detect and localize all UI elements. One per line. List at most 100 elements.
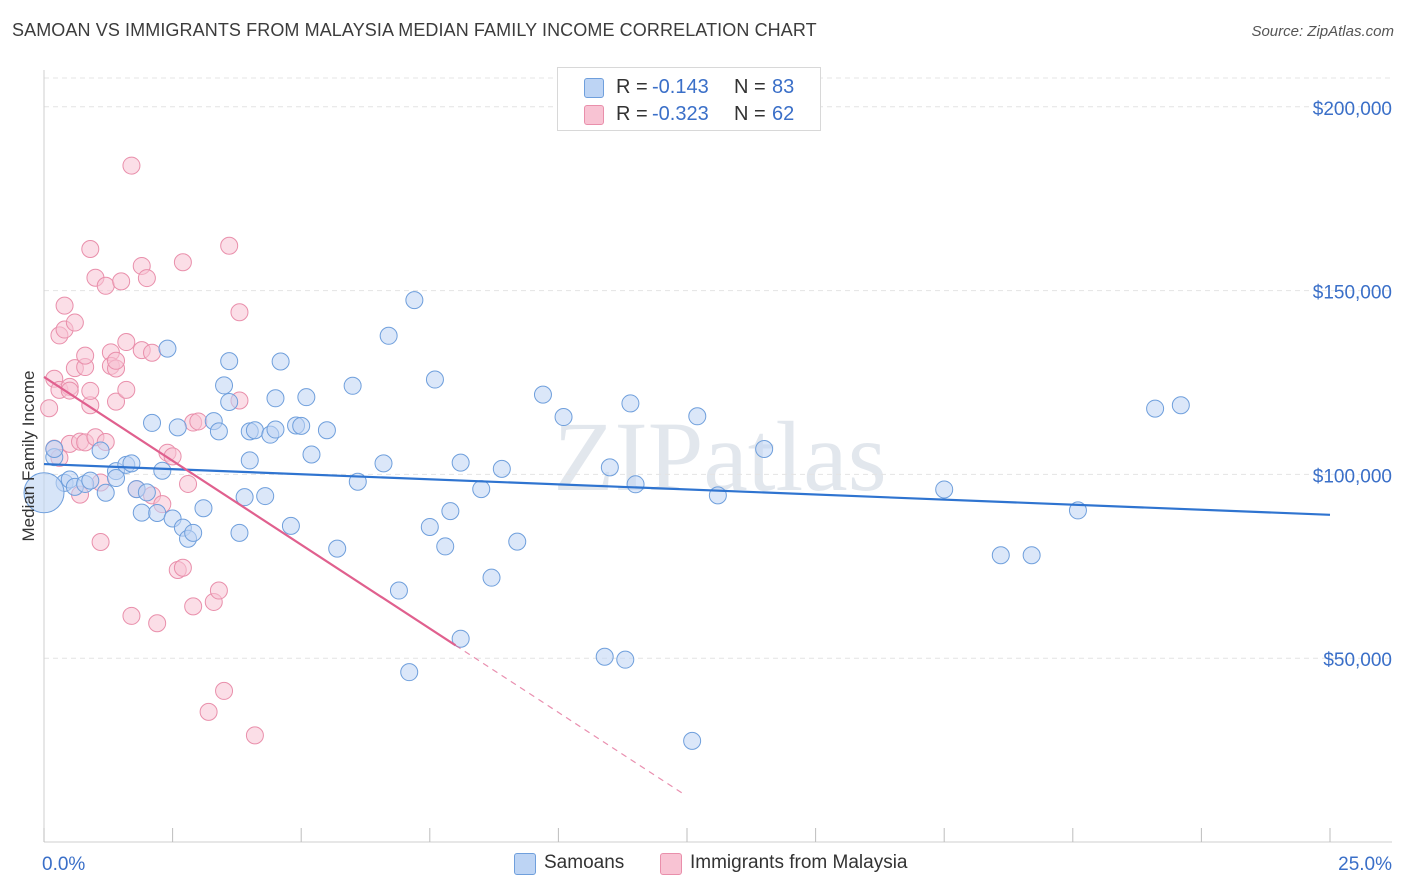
malaysia-point bbox=[148, 614, 167, 633]
samoans-point bbox=[137, 483, 156, 502]
samoans-point bbox=[441, 502, 460, 521]
malaysia-point bbox=[220, 236, 239, 255]
samoans-point bbox=[245, 421, 264, 440]
samoans-point bbox=[991, 546, 1010, 565]
samoans-point bbox=[302, 445, 321, 464]
samoans-point bbox=[297, 388, 316, 407]
samoans-point bbox=[343, 376, 362, 395]
samoans-point bbox=[184, 523, 203, 542]
malaysia-point bbox=[76, 346, 95, 365]
samoans-point bbox=[400, 663, 419, 682]
samoans-point bbox=[256, 487, 275, 506]
malaysia-point bbox=[107, 392, 126, 411]
malaysia-point bbox=[107, 351, 126, 370]
malaysia-swatch bbox=[584, 105, 604, 125]
samoans-point bbox=[281, 516, 300, 535]
samoans-point bbox=[451, 629, 470, 648]
series-malaysia-points bbox=[40, 156, 264, 745]
legend-r-value-samoans: -0.143 bbox=[652, 76, 709, 98]
malaysia-point bbox=[117, 380, 136, 399]
malaysia-point bbox=[173, 558, 192, 577]
samoans-point bbox=[153, 461, 172, 480]
samoans-point bbox=[554, 408, 573, 427]
samoans-point bbox=[508, 532, 527, 551]
samoans-point bbox=[235, 488, 254, 507]
samoans-point bbox=[374, 454, 393, 473]
axis-labels: $50,000 $100,000 $150,000 $200,000 0.0% 25.0%… bbox=[19, 99, 1392, 875]
malaysia-legend-label: Immigrants from Malaysia bbox=[690, 852, 908, 873]
malaysia-point bbox=[91, 533, 110, 552]
legend-n-label: N = bbox=[734, 76, 766, 98]
samoans-point bbox=[132, 503, 151, 522]
samoans-point bbox=[158, 339, 177, 358]
samoans-point bbox=[23, 472, 65, 514]
samoans-point bbox=[436, 537, 455, 556]
malaysia-point bbox=[137, 269, 156, 288]
samoans-point bbox=[1146, 399, 1165, 418]
samoans-point bbox=[122, 454, 141, 473]
samoans-point bbox=[379, 326, 398, 345]
samoans-point bbox=[45, 440, 64, 459]
legend-n-value-malaysia: 62 bbox=[772, 103, 795, 125]
malaysia-point bbox=[199, 702, 218, 721]
samoans-point bbox=[271, 352, 290, 371]
malaysia-point bbox=[230, 303, 249, 322]
samoans-legend-label: Samoans bbox=[544, 852, 625, 873]
samoans-point bbox=[328, 539, 347, 558]
series-samoans-points bbox=[23, 291, 1190, 750]
samoans-point bbox=[148, 503, 167, 522]
malaysia-point bbox=[117, 333, 136, 352]
samoans-point bbox=[194, 499, 213, 518]
samoans-point bbox=[621, 394, 640, 413]
samoans-point bbox=[215, 376, 234, 395]
legend-n-value-samoans: 83 bbox=[772, 76, 795, 98]
samoans-point bbox=[81, 471, 100, 490]
malaysia-point bbox=[184, 597, 203, 616]
malaysia-point bbox=[60, 381, 79, 400]
samoans-point bbox=[96, 483, 115, 502]
samoans-point bbox=[683, 731, 702, 750]
correlation-legend: R = -0.143 N = 83 R = -0.323 N = 62 bbox=[557, 67, 821, 131]
y-tick-label: $50,000 bbox=[1323, 650, 1392, 671]
samoans-point bbox=[935, 480, 954, 499]
trend-lines bbox=[43, 376, 1331, 794]
x-tick-label-start: 0.0% bbox=[42, 854, 85, 875]
samoans-point bbox=[482, 568, 501, 587]
malaysia-point bbox=[40, 399, 59, 418]
samoans-point bbox=[688, 407, 707, 426]
malaysia-point bbox=[55, 296, 74, 315]
samoans-point bbox=[755, 440, 774, 459]
y-tick-label: $200,000 bbox=[1313, 99, 1392, 120]
malaysia-point bbox=[112, 272, 131, 291]
samoans-point bbox=[143, 413, 162, 432]
legend-r-label: R = bbox=[616, 76, 648, 98]
samoans-point bbox=[1022, 546, 1041, 565]
samoans-point bbox=[595, 647, 614, 666]
source-credit: Source: ZipAtlas.com bbox=[1251, 23, 1394, 40]
samoans-point bbox=[266, 389, 285, 408]
malaysia-point bbox=[81, 240, 100, 259]
chart-title: SAMOAN VS IMMIGRANTS FROM MALAYSIA MEDIA… bbox=[12, 20, 817, 40]
samoans-point bbox=[1068, 501, 1087, 520]
malaysia-legend-swatch bbox=[660, 853, 682, 875]
samoans-point bbox=[209, 422, 228, 441]
samoans-point bbox=[451, 453, 470, 472]
samoans-point bbox=[626, 475, 645, 494]
malaysia-point bbox=[179, 474, 198, 493]
malaysia-point bbox=[245, 726, 264, 745]
samoans-legend-swatch bbox=[514, 853, 536, 875]
samoans-point bbox=[220, 352, 239, 371]
samoans-point bbox=[91, 441, 110, 460]
malaysia-trend-line bbox=[43, 376, 457, 647]
legend-r-value-malaysia: -0.323 bbox=[652, 103, 709, 125]
malaysia-point bbox=[173, 253, 192, 272]
samoans-point bbox=[492, 459, 511, 478]
samoans-point bbox=[425, 370, 444, 389]
malaysia-trend-extension bbox=[455, 644, 683, 794]
samoans-point bbox=[230, 523, 249, 542]
malaysia-point bbox=[215, 681, 234, 700]
malaysia-point bbox=[65, 313, 84, 332]
y-tick-label: $150,000 bbox=[1313, 283, 1392, 304]
y-axis-label: Median Family Income bbox=[19, 370, 38, 541]
